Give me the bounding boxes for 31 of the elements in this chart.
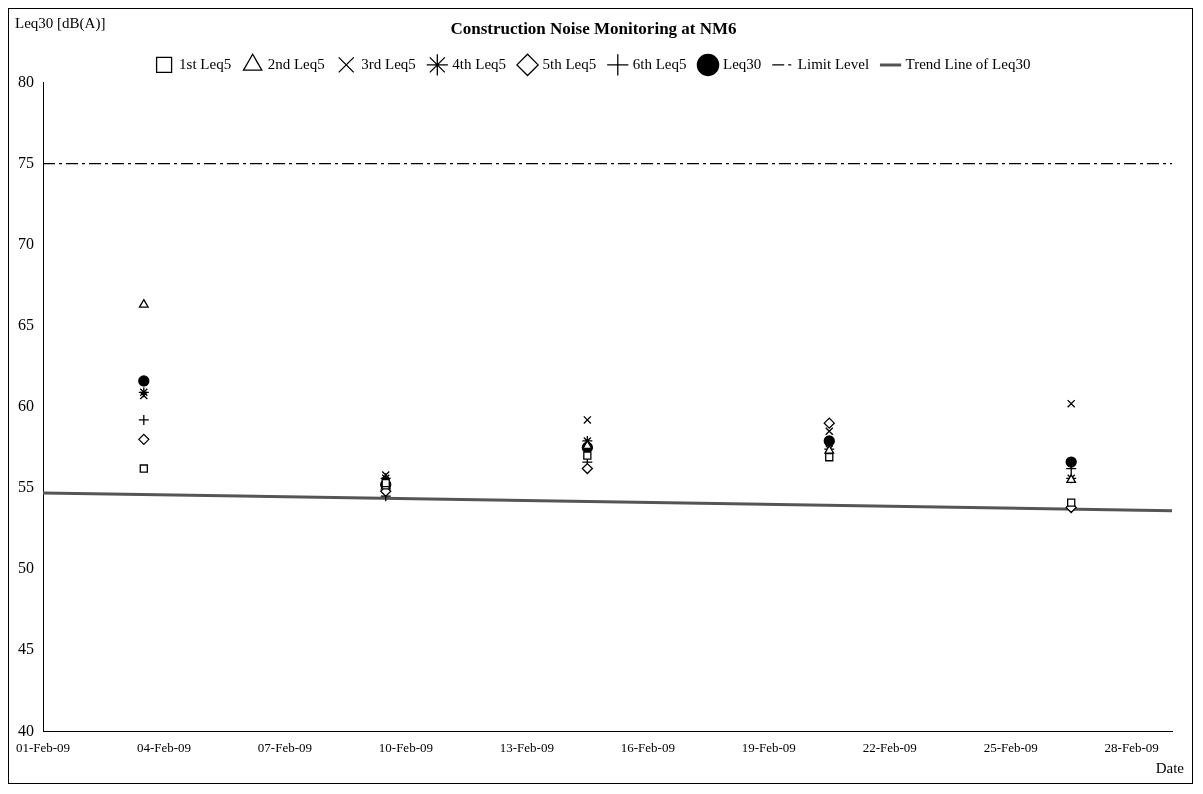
y-axis-title: Leq30 [dB(A)] [15,15,106,33]
y-tick-label: 60 [18,397,34,415]
x-axis-title: Date [1155,760,1185,777]
chart-title: Construction Noise Monitoring at NM6 [450,18,737,38]
legend-label: 4th Leq5 [452,55,507,72]
x-tick-label: 13-Feb-09 [499,739,554,755]
y-tick-label: 55 [18,478,34,496]
x-tick-label: 25-Feb-09 [983,739,1038,755]
x-tick-label: 19-Feb-09 [741,739,796,755]
legend-label: 3rd Leq5 [361,55,416,72]
y-tick-label: 80 [18,72,34,90]
legend-label: 5th Leq5 [542,55,597,72]
y-tick-label: 40 [18,721,34,739]
legend-label: Trend Line of Leq30 [905,55,1031,72]
y-tick-label: 50 [18,559,34,577]
x-tick-label: 10-Feb-09 [378,739,433,755]
y-tick-label: 65 [18,315,34,333]
y-tick-label: 45 [18,640,34,658]
x-tick-label: 04-Feb-09 [136,739,192,755]
legend-label: Leq30 [723,55,762,72]
x-tick-label: 01-Feb-09 [15,739,71,755]
legend-label: 2nd Leq5 [267,55,325,72]
legend-label: 6th Leq5 [632,55,687,72]
x-tick-label: 22-Feb-09 [862,739,917,755]
x-tick-label: 16-Feb-09 [620,739,675,755]
y-tick-label: 75 [18,153,34,171]
legend-label: 1st Leq5 [179,55,232,72]
x-tick-label: 07-Feb-09 [257,739,313,755]
legend-label: Limit Level [797,55,870,72]
y-tick-label: 70 [18,234,34,252]
x-tick-label: 28-Feb-09 [1104,739,1159,755]
